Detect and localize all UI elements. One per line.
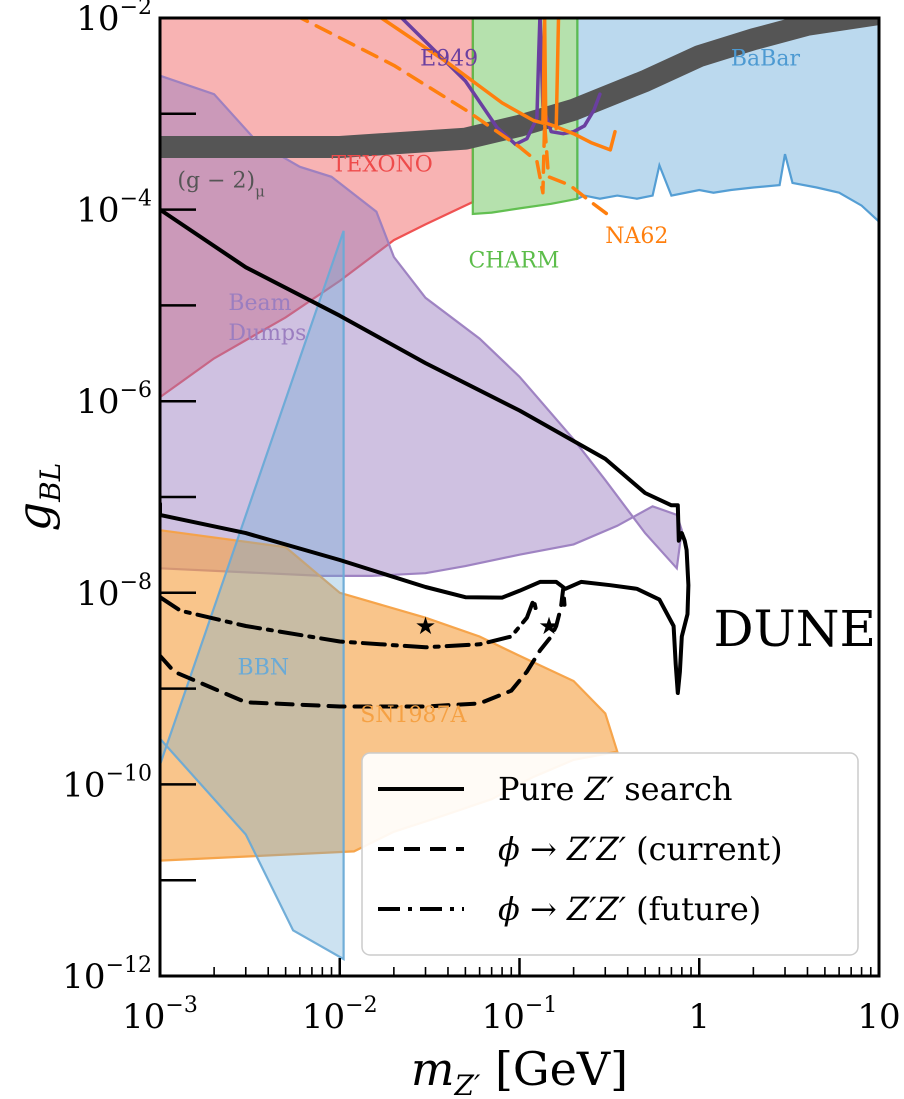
y-tick-label: 10−2 bbox=[76, 0, 152, 39]
axis-ticks: 10−3 10−2 10−1 1 1010−210−410−610−810−1010−1… bbox=[62, 0, 900, 1037]
benchmark-star-0: ★ bbox=[415, 612, 437, 640]
legend-label-1: ϕ → Z′Z′ (current) bbox=[498, 830, 783, 868]
beam-dumps-label-line2: Dumps bbox=[228, 321, 306, 346]
na62-curve-3 bbox=[554, 18, 561, 131]
x-tick-label: 1 bbox=[688, 997, 710, 1037]
na62-curve-2 bbox=[378, 18, 617, 152]
z-z-future-curve-7 bbox=[160, 595, 539, 650]
x-axis-title: mZ′ [GeV] bbox=[411, 1042, 628, 1099]
benchmark-markers: ★ ★ DUNE bbox=[415, 600, 876, 658]
beam-dumps-region bbox=[160, 74, 683, 577]
bbn-region bbox=[160, 230, 345, 961]
legend-box bbox=[361, 752, 859, 956]
na62-label: NA62 bbox=[605, 224, 668, 249]
texono-label: TEXONO bbox=[332, 152, 433, 177]
legend-label-2: ϕ → Z′Z′ (future) bbox=[498, 890, 761, 928]
plot-frame bbox=[158, 16, 881, 978]
babar-label: BaBar bbox=[731, 46, 801, 71]
sn1987a-label: SN1987A bbox=[360, 703, 467, 728]
y-tick-label: 10−8 bbox=[76, 570, 152, 614]
axis-titles: mZ′ [GeV] gBL bbox=[7, 463, 628, 1099]
benchmark-star-1: ★ bbox=[538, 612, 560, 640]
dune-annotation: DUNE bbox=[713, 600, 875, 658]
z-z-current-curve-6 bbox=[160, 586, 567, 709]
limit-curves bbox=[160, 18, 879, 709]
legend: Pure Z′ search ϕ → Z′Z′ (current) ϕ → Z′Z′… bbox=[361, 752, 859, 956]
exclusion-regions bbox=[160, 18, 879, 961]
pure-z-search-curve-5 bbox=[160, 207, 691, 695]
beam-dumps-label: Beam bbox=[228, 291, 291, 316]
bbn-label: BBN bbox=[238, 656, 290, 681]
x-tick-label: 10 bbox=[857, 997, 900, 1037]
legend-label-0: Pure Z′ search bbox=[498, 770, 732, 808]
e949-label: E949 bbox=[420, 46, 478, 71]
charm-label: CHARM bbox=[468, 248, 559, 273]
g-2-curve-0 bbox=[160, 18, 879, 158]
y-axis-title: gBL bbox=[7, 463, 67, 532]
na62-curve-4 bbox=[297, 18, 613, 219]
y-tick-label: 10−4 bbox=[76, 187, 152, 231]
